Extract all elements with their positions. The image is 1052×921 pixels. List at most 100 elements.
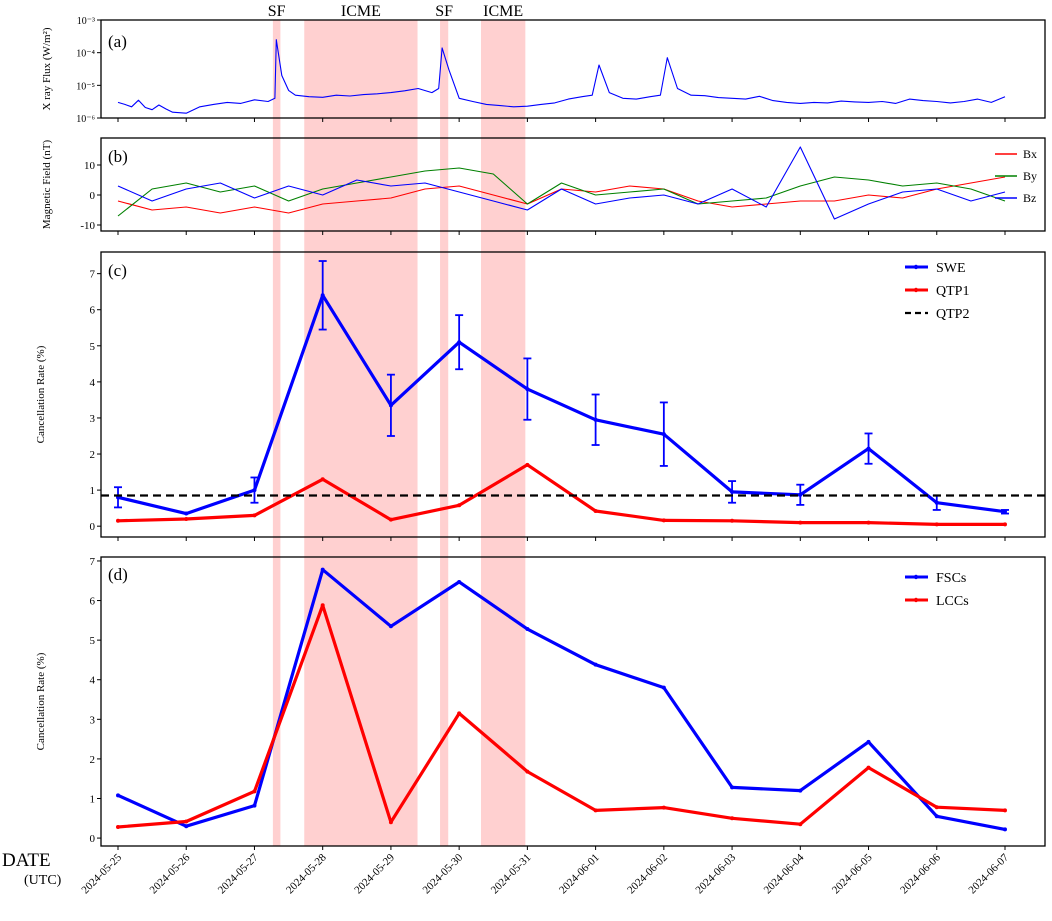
point-lccs-9 (730, 816, 735, 821)
point-fscs-4 (388, 624, 393, 629)
legend-item-swe: SWE (905, 261, 966, 276)
y-tick-label-3-3: 3 (90, 413, 96, 425)
y-tick-label-3-4: 4 (90, 377, 96, 389)
event-band-3 (480, 20, 526, 846)
x-tick-label-12: 2024-06-06 (898, 851, 943, 896)
event-label-2: SF (435, 3, 453, 20)
legend-label-bz: Bz (1023, 191, 1036, 205)
series-by (117, 167, 1006, 217)
point-qtp1-13 (1002, 522, 1007, 527)
point-fscs-13 (1002, 827, 1007, 832)
y-tick-label-2-1: 0 (90, 190, 96, 202)
point-lccs-3 (320, 603, 325, 608)
legend-label-swe: SWE (936, 261, 966, 276)
panel-2: -10 0 10 Magnetic Field (nT) (b) Bx By Bz (41, 137, 1046, 235)
point-fscs-1 (184, 824, 189, 829)
point-qtp1-9 (730, 518, 735, 523)
y-tick-label-4-5: 5 (90, 635, 96, 647)
event-band-2 (440, 20, 449, 846)
point-fscs-12 (934, 814, 939, 819)
panel-tag-1: (a) (108, 32, 127, 51)
point-fscs-9 (730, 785, 735, 790)
x-tick-label-7: 2024-06-01 (557, 852, 602, 897)
y-tick-label-4-7: 7 (90, 556, 96, 568)
point-qtp1-10 (798, 520, 803, 525)
errorbar-swe-3 (318, 260, 327, 331)
point-fscs-7 (593, 662, 598, 667)
y-axis-label-1: X ray Flux (W/m²) (41, 27, 53, 110)
legend-item-fscs: FSCs (905, 571, 966, 586)
point-lccs-13 (1002, 808, 1007, 813)
panel-3: 0 1 2 3 4 5 6 7 Cancellation Rate (%) (c) SWE QTP1 Q… (35, 251, 1046, 541)
point-lccs-0 (116, 824, 120, 829)
panel-tag-4: (d) (108, 565, 128, 584)
x-axis: DATE (UTC) 2024-05-25 2024-05-26 2024-05-2… (2, 850, 1011, 896)
y-tick-label-3-6: 6 (90, 305, 96, 317)
series-swe (117, 293, 1006, 516)
errorbar-swe-5 (455, 314, 464, 371)
x-tick-label-1: 2024-05-26 (148, 851, 193, 896)
point-lccs-12 (934, 805, 939, 810)
point-fscs-11 (866, 739, 871, 744)
y-axis-label-4: Cancellation Rate (%) (35, 652, 47, 750)
y-tick-label-3-7: 7 (90, 269, 96, 281)
panels: 10⁻⁶ 10⁻⁵ 10⁻⁴ 10⁻³ X ray Flux (W/m²) (a) -10 0… (35, 16, 1046, 850)
point-fscs-8 (661, 685, 666, 690)
errorbar-swe-10 (796, 483, 805, 506)
errorbar-swe-8 (659, 401, 668, 467)
x-tick-label-2: 2024-05-27 (216, 851, 261, 896)
point-lccs-10 (798, 822, 803, 827)
point-qtp1-8 (661, 518, 666, 523)
panel-tag-3: (c) (108, 261, 127, 280)
event-labels: SF ICME SF ICME (268, 3, 523, 20)
y-tick-label-4-1: 1 (90, 793, 96, 805)
legend-label-lccs: LCCs (936, 594, 969, 609)
point-qtp1-6 (525, 462, 530, 467)
point-lccs-1 (184, 819, 189, 824)
x-tick-label-9: 2024-06-03 (693, 851, 738, 896)
series-qtp1 (117, 463, 1005, 527)
x-tick-label-6: 2024-05-31 (489, 852, 534, 897)
y-tick-label-1-2: 10⁻⁴ (76, 49, 95, 60)
y-tick-label-3-0: 0 (90, 521, 96, 533)
series-fscs (117, 568, 1006, 831)
legend-label-by: By (1023, 169, 1037, 183)
y-tick-label-1-0: 10⁻⁶ (76, 114, 95, 125)
y-tick-label-1-1: 10⁻⁵ (76, 81, 95, 92)
x-axis-subtitle: (UTC) (24, 873, 62, 888)
event-label-1: ICME (341, 3, 381, 20)
series-lccs (117, 603, 1006, 829)
panel-tag-2: (b) (108, 147, 128, 166)
point-fscs-2 (252, 803, 257, 808)
y-tick-label-2-2: 10 (84, 160, 96, 172)
point-lccs-2 (252, 789, 257, 794)
y-axis-label-3: Cancellation Rate (%) (35, 345, 47, 443)
point-qtp1-11 (866, 520, 871, 525)
point-qtp1-2 (252, 513, 257, 518)
panel-frame-4 (100, 556, 1046, 847)
event-band-1 (304, 20, 418, 846)
point-qtp1-1 (184, 516, 189, 521)
point-fscs-3 (320, 567, 325, 572)
point-lccs-8 (661, 805, 666, 810)
x-tick-label-5: 2024-05-30 (420, 851, 465, 896)
y-tick-label-3-1: 1 (90, 485, 96, 497)
point-swe-1 (184, 511, 189, 516)
series-x-ray-flux (117, 39, 1006, 114)
y-tick-label-4-6: 6 (90, 596, 96, 608)
y-tick-label-4-4: 4 (90, 675, 96, 687)
x-tick-label-11: 2024-06-05 (830, 851, 875, 896)
panel-4: 0 1 2 3 4 5 6 7 Cancellation Rate (%) (d) FSCs LCCs (35, 556, 1046, 850)
event-label-0: SF (268, 3, 286, 20)
point-lccs-11 (866, 765, 871, 770)
x-tick-label-10: 2024-06-04 (762, 851, 807, 896)
series-bz (117, 146, 1006, 220)
series-bx (117, 176, 1006, 214)
legend-item-lccs: LCCs (905, 594, 969, 609)
legend-label-fscs: FSCs (936, 571, 966, 586)
errorbar-swe-6 (523, 357, 532, 421)
x-tick-label-13: 2024-06-07 (966, 851, 1011, 896)
errorbar-swe-4 (386, 373, 395, 437)
y-tick-label-3-5: 5 (90, 341, 96, 353)
